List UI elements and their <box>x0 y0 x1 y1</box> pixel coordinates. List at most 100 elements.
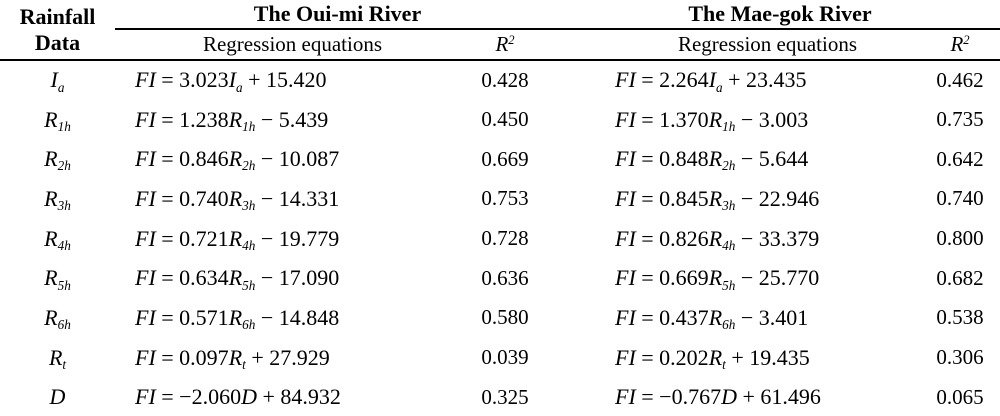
table-row: R5h FI = 0.634R5h − 17.090 0.636 FI = 0.669… <box>0 258 1000 298</box>
math-text: − 14.848 <box>255 304 340 330</box>
math-expression: FI = 3.023Ia + 15.420 <box>135 67 327 93</box>
math-variable: R <box>44 304 58 330</box>
math-subscript: 3h <box>57 198 71 214</box>
table-row: Ia FI = 3.023Ia + 15.420 0.428 FI = 2.264Ia… <box>0 60 1000 100</box>
r2-symbol: R <box>495 32 509 56</box>
math-variable: R <box>228 146 243 172</box>
math-expression: Rt <box>48 344 67 372</box>
math-variable: FI <box>615 67 636 93</box>
equation-cell: FI = −0.767D + 61.496 <box>560 378 920 416</box>
math-expression: R3h <box>44 185 71 214</box>
math-subscript: 6h <box>242 317 256 333</box>
math-variable: FI <box>135 384 156 410</box>
math-expression: FI = 0.097Rt + 27.929 <box>135 344 330 372</box>
math-expression: FI = 0.721R4h − 19.779 <box>135 225 340 252</box>
math-text: = 0.634 <box>155 265 229 291</box>
r2-value-cell: 0.306 <box>936 345 984 370</box>
math-variable: FI <box>135 146 156 172</box>
math-variable: R <box>708 344 723 370</box>
math-text: + 61.496 <box>736 384 821 410</box>
math-variable: D <box>241 384 257 410</box>
math-text: − 22.946 <box>735 185 820 211</box>
corner-header-line1: Rainfall <box>19 3 96 29</box>
math-variable: R <box>44 185 58 211</box>
math-variable: R <box>228 344 243 370</box>
math-subscript: 3h <box>722 198 736 214</box>
equation-cell: FI = 0.437R6h − 3.401 <box>560 298 920 338</box>
math-variable: R <box>44 146 58 172</box>
math-text: = 1.238 <box>155 106 229 132</box>
math-subscript: 5h <box>722 277 736 293</box>
math-expression: FI = 1.238R1h − 5.439 <box>135 106 328 134</box>
math-text: − 14.331 <box>255 185 340 211</box>
group-header-ouimi-river: The Oui-mi River <box>115 0 560 30</box>
equation-cell: FI = 0.571R6h − 14.848 <box>115 298 450 338</box>
math-variable: R <box>48 344 63 370</box>
math-text: + 15.420 <box>242 67 327 93</box>
math-variable: FI <box>135 344 156 370</box>
math-text: − 17.090 <box>255 265 340 291</box>
equation-cell: FI = 0.740R3h − 14.331 <box>115 179 450 219</box>
math-expression: FI = 0.740R3h − 14.331 <box>135 185 340 212</box>
equation-cell: FI = 3.023Ia + 15.420 <box>115 60 450 100</box>
math-expression: FI = 1.370R1h − 3.003 <box>615 106 809 133</box>
math-variable: R <box>228 185 243 211</box>
math-variable: FI <box>135 265 156 291</box>
math-variable: FI <box>615 344 636 370</box>
equation-cell: FI = 0.202Rt + 19.435 <box>560 338 920 378</box>
math-variable: FI <box>135 185 156 211</box>
rainfall-var-cell: R5h <box>0 258 115 298</box>
math-subscript: 5h <box>57 277 71 293</box>
r2-exponent: 2 <box>508 33 515 48</box>
math-subscript: 2h <box>242 158 256 174</box>
r2-value-cell: 0.735 <box>936 107 984 132</box>
table-row: R2h FI = 0.846R2h − 10.087 0.669 FI = 0.848… <box>0 139 1000 179</box>
math-variable: D <box>721 384 737 410</box>
math-text: − 19.779 <box>255 225 340 251</box>
rainfall-var-cell: Rt <box>0 338 115 378</box>
math-expression: R2h <box>44 146 71 172</box>
math-text: = 0.721 <box>155 225 229 251</box>
equation-cell: FI = 0.669R5h − 25.770 <box>560 258 920 298</box>
r2-value-cell: 0.580 <box>481 305 529 330</box>
equation-cell: FI = 0.845R3h − 22.946 <box>560 179 920 219</box>
math-subscript: t <box>62 356 67 372</box>
math-expression: FI = 0.846R2h − 10.087 <box>135 146 339 174</box>
rainfall-var-cell: Ia <box>0 60 115 100</box>
math-variable: FI <box>615 146 636 172</box>
equation-cell: FI = −2.060D + 84.932 <box>115 378 450 416</box>
math-expression: FI = 2.264Ia + 23.435 <box>615 67 807 93</box>
math-variable: R <box>228 225 243 251</box>
math-text: = 0.437 <box>635 304 709 330</box>
equation-cell: FI = 0.634R5h − 17.090 <box>115 258 450 298</box>
math-text: + 19.435 <box>725 344 810 370</box>
math-text: − 3.003 <box>735 106 809 132</box>
rainfall-var-cell: R4h <box>0 219 115 259</box>
math-subscript: 1h <box>242 118 256 134</box>
math-subscript: 4h <box>57 237 71 253</box>
math-variable: R <box>228 106 243 132</box>
r2-value-cell: 0.065 <box>936 384 984 409</box>
rainfall-var-cell: R1h <box>0 100 115 140</box>
table-row: R 6h FI = 0.571R6h − 14.848 0.580 FI = 0.437… <box>0 298 1000 338</box>
math-variable: R <box>44 265 58 291</box>
header-row-groups: Rainfall Data The Oui-mi River The Mae-g… <box>0 0 1000 61</box>
table-row: R1h FI = 1.238R1h − 5.439 0.450 FI = 1.370R… <box>0 100 1000 140</box>
corner-header-rainfall-data: Rainfall Data <box>0 0 115 61</box>
equation-cell: FI = 1.370R1h − 3.003 <box>560 100 920 140</box>
math-expression: R1h <box>44 107 71 134</box>
equation-cell: FI = 1.238R1h − 5.439 <box>115 100 450 140</box>
math-expression: FI = 0.571R6h − 14.848 <box>135 304 340 333</box>
equation-cell: FI = 0.826R4h − 33.379 <box>560 219 920 259</box>
equation-cell: FI = 0.097Rt + 27.929 <box>115 338 450 378</box>
math-variable: FI <box>135 304 156 330</box>
r2-value-cell: 0.669 <box>481 146 529 171</box>
math-expression: D <box>50 384 66 409</box>
math-subscript: t <box>242 356 246 372</box>
math-subscript: 1h <box>57 118 71 134</box>
equation-cell: FI = 0.721R4h − 19.779 <box>115 219 450 259</box>
table-row: D FI = −2.060D + 84.932 0.325 FI = −0.767D … <box>0 378 1000 416</box>
math-text: = −0.767 <box>635 384 722 410</box>
equation-cell: FI = 2.264Ia + 23.435 <box>560 60 920 100</box>
math-text: = 0.571 <box>155 304 229 330</box>
